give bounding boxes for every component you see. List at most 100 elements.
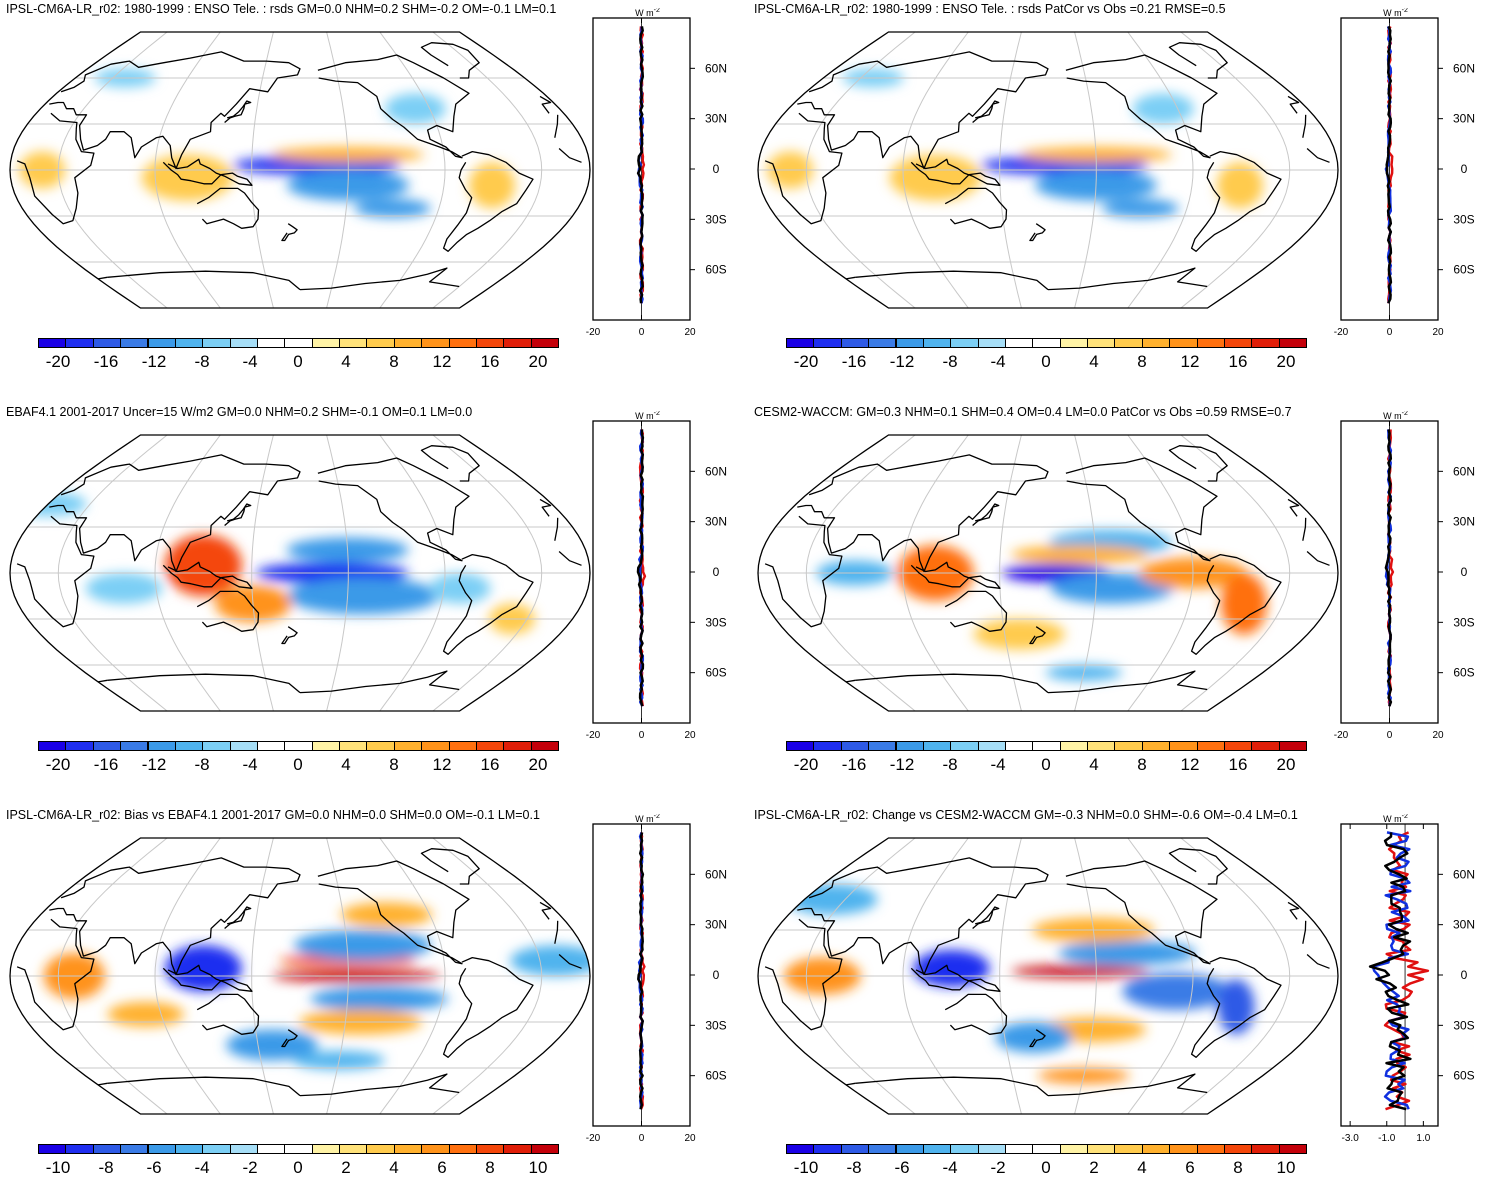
lat-label: 60N: [1453, 464, 1475, 478]
colorbar-tick-label: 4: [341, 755, 351, 774]
colorbar-cell: [229, 1144, 258, 1154]
colorbar-cell: [868, 1144, 897, 1154]
map-field: [758, 838, 1338, 1114]
lat-label: 60N: [705, 61, 727, 75]
lat-label: 30S: [705, 615, 726, 629]
colorbar-cell: [229, 338, 258, 348]
colorbar-tick-label: 12: [432, 755, 452, 774]
colorbar-tick-label: 0: [1041, 755, 1051, 774]
coastline-africa: [16, 112, 95, 225]
colorbar-tick-label: 16: [1228, 352, 1248, 371]
coastline-antarctica-east: [107, 673, 301, 694]
colorbar-cell: [65, 338, 94, 348]
colorbar-tick-label: -8: [194, 352, 210, 371]
coastline-new-zealand: [281, 1029, 298, 1048]
lat-label: 0: [1461, 968, 1468, 982]
lat-label: 30S: [1453, 615, 1474, 629]
lat-label: 0: [713, 565, 720, 579]
coastline-japan: [972, 100, 1000, 123]
colorbar-cell: [38, 1144, 67, 1154]
robinson-map: [757, 31, 1339, 309]
lat-label: 60S: [705, 1069, 726, 1083]
map-field: [10, 435, 590, 711]
coastline-africa: [554, 920, 559, 944]
lat-label: 0: [713, 968, 720, 982]
colorbar-cell: [339, 1144, 368, 1154]
colorbar-cell: [1087, 741, 1116, 751]
colorbar-tick-label: -2: [242, 1158, 258, 1177]
coastline-africa: [1302, 920, 1307, 944]
colorbar-cell: [92, 338, 122, 348]
colorbar-cell: [813, 338, 842, 348]
x-tick-label: -3.0: [1342, 1133, 1360, 1144]
coastline-greenland: [1168, 42, 1228, 79]
colorbar-cell: [840, 338, 870, 348]
panel-model-patcor: IPSL-CM6A-LR_r02: 1980-1999 : ENSO Tele.…: [748, 0, 1487, 393]
colorbar-tick-label: 2: [341, 1158, 351, 1177]
colorbar-cell: [503, 741, 532, 751]
colorbar-cell: [366, 1144, 395, 1154]
coastline-eurasia: [49, 857, 301, 976]
colorbar-tick-label: 0: [1041, 352, 1051, 371]
colorbar-tick-label: 12: [1180, 352, 1200, 371]
coastline-africa: [558, 551, 582, 566]
colorbar-cell: [1169, 338, 1198, 348]
coastline-south-america: [1190, 150, 1282, 252]
colorbar-cell: [448, 741, 477, 751]
colorbar-cell: [421, 1144, 450, 1154]
coastline-south-america: [442, 956, 534, 1058]
coastline-antarctica-west: [845, 276, 856, 280]
unit-label: W m-2: [635, 411, 660, 421]
x-tick-label: -20: [586, 1133, 601, 1144]
colorbar-cell: [786, 338, 815, 348]
zonal-mean-line: [636, 26, 645, 304]
colorbar-cell: [229, 741, 258, 751]
coastline-greenland: [1168, 848, 1228, 885]
coastline-australia: [944, 187, 1008, 229]
anomaly-region-neg: [1102, 199, 1179, 218]
colorbar-cell: [503, 1144, 532, 1154]
anomaly-region-neg: [85, 573, 163, 604]
zonal-mean-line: [637, 832, 645, 1110]
colorbar-cell: [1114, 741, 1143, 751]
map-frame: [757, 31, 1339, 309]
colorbar-cell: [256, 1144, 286, 1154]
lat-label: 30N: [705, 918, 727, 932]
coastline-eurasia: [1287, 901, 1300, 920]
colorbar-tick-label: 10: [1276, 1158, 1296, 1177]
lat-label: 60S: [1453, 1069, 1474, 1083]
robinson-map: [9, 837, 591, 1115]
colorbar-tick-label: 4: [1089, 755, 1099, 774]
colorbar-cell: [65, 1144, 94, 1154]
x-tick-label: -20: [586, 730, 601, 741]
zonal-mean-profile: 60N 30N 0 30S 60S -20 0 20 W m-2: [586, 814, 727, 1144]
colorbar-tick-label: -4: [194, 1158, 210, 1177]
lat-label: 60S: [1453, 666, 1474, 680]
colorbar-cell: [530, 338, 559, 348]
colorbar-cell: [840, 1144, 870, 1154]
colorbar-cell: [284, 741, 313, 751]
coastline-japan: [224, 100, 252, 123]
colorbar-cell: [120, 741, 149, 751]
colorbar-tick-label: 16: [1228, 755, 1248, 774]
coastline-indonesia: [910, 158, 1001, 186]
colorbar-cell: [147, 338, 176, 348]
colorbar-cell: [1004, 338, 1034, 348]
coastline-antarctica-west: [97, 276, 108, 280]
coastline-africa: [16, 515, 95, 628]
anomaly-region-pos: [1217, 162, 1263, 209]
colorbar-cell: [92, 1144, 122, 1154]
map-frame: [9, 31, 591, 309]
graticule: [10, 435, 590, 711]
colorbar-tick-label: 16: [480, 755, 500, 774]
colorbar-cell: [786, 741, 815, 751]
map-field: [758, 435, 1338, 711]
zonal-mean-profile: 60N 30N 0 30S 60S -20 0 20 W m-2: [1334, 8, 1475, 338]
coastline-africa: [1306, 954, 1330, 969]
colorbar-cell: [1251, 338, 1280, 348]
colorbar-cell: [950, 338, 979, 348]
coastline-antarctica-west: [299, 267, 460, 291]
colorbar-tick-label: -8: [942, 352, 958, 371]
colorbar-tick-label: -16: [841, 352, 867, 371]
coastline-north-america: [1065, 860, 1218, 965]
